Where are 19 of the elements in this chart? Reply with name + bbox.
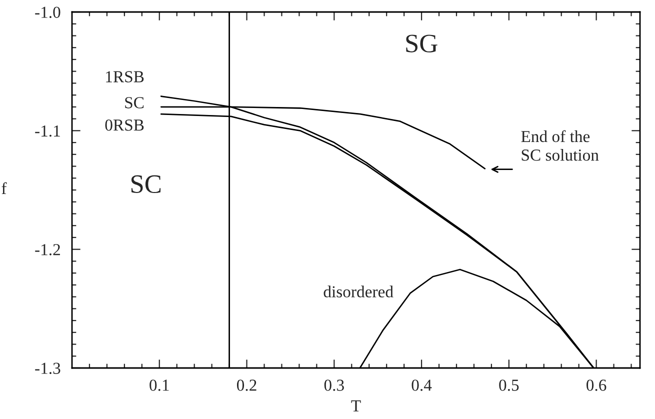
series-label: disordered <box>324 286 394 298</box>
annotation: SG <box>406 34 438 52</box>
x-tick-label: 0.4 <box>412 380 432 391</box>
x-tick-label: 0.3 <box>324 380 344 391</box>
annotation: End of the SC solution <box>521 130 599 161</box>
y-tick-label: -1.3 <box>35 362 60 374</box>
x-axis-title: T <box>351 400 361 412</box>
x-tick-label: 0.6 <box>586 380 606 391</box>
x-tick-label: 0.2 <box>236 380 256 391</box>
series-label: SC <box>125 97 144 108</box>
y-tick-label: -1.2 <box>35 244 60 256</box>
y-tick-label: -1.1 <box>35 125 60 137</box>
y-axis-title: f <box>2 182 7 194</box>
x-tick-label: 0.1 <box>150 380 169 391</box>
series-label: 1RSB <box>106 71 144 82</box>
x-tick-label: 0.5 <box>499 380 519 391</box>
series-label: 0RSB <box>105 119 144 131</box>
annotation: SC <box>131 175 161 194</box>
y-tick-label: -1.0 <box>35 6 60 18</box>
